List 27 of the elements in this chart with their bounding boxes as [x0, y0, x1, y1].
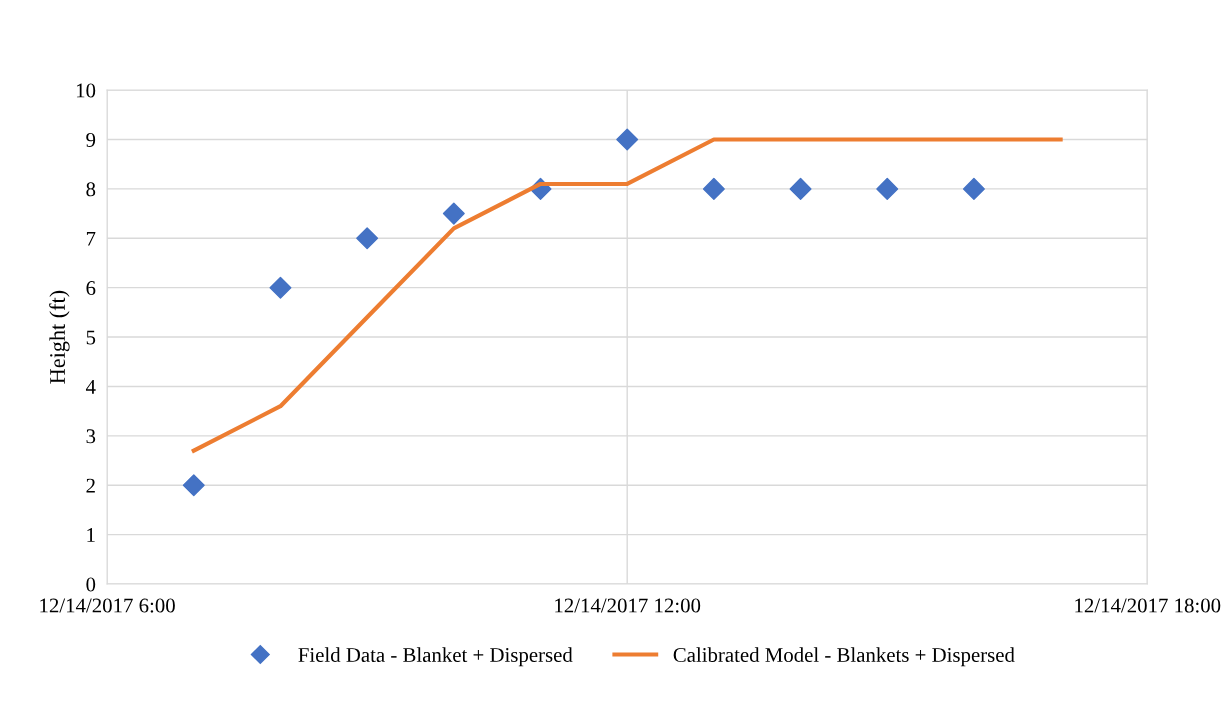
point [442, 202, 465, 225]
y-tick-label: 5 [86, 330, 96, 345]
y-tick-label: 1 [87, 528, 95, 542]
point [356, 227, 379, 250]
y-tick-label: 10 [76, 83, 96, 98]
y-tick-label: 9 [86, 132, 96, 147]
point [702, 177, 725, 200]
y-tick-label: 4 [85, 379, 96, 394]
x-tick-label: 12/14/2017 18:00 [1075, 598, 1221, 613]
y-tick-label: 7 [86, 231, 96, 246]
y-tick-label: 3 [86, 429, 96, 444]
point [269, 276, 292, 299]
legend-label: Field Data - Blanket + Dispersed [298, 647, 573, 667]
point [876, 177, 899, 200]
y-tick-label: 2 [86, 478, 95, 493]
y-tick-label: 8 [86, 182, 96, 197]
point [962, 177, 985, 200]
legend-label: Calibrated Model - Blankets + Dispersed [673, 647, 1015, 667]
line-series [191, 137, 1063, 453]
y-axis-title: Height (ft) [49, 290, 70, 384]
x-tick-label: 12/14/2017 12:00 [555, 598, 701, 613]
point [182, 474, 205, 497]
x-tick-label: 12/14/2017 6:00 [40, 598, 175, 613]
point [789, 177, 812, 200]
y-tick-label: 6 [86, 281, 96, 296]
y-tick-label: 0 [86, 577, 96, 592]
point [616, 128, 639, 151]
